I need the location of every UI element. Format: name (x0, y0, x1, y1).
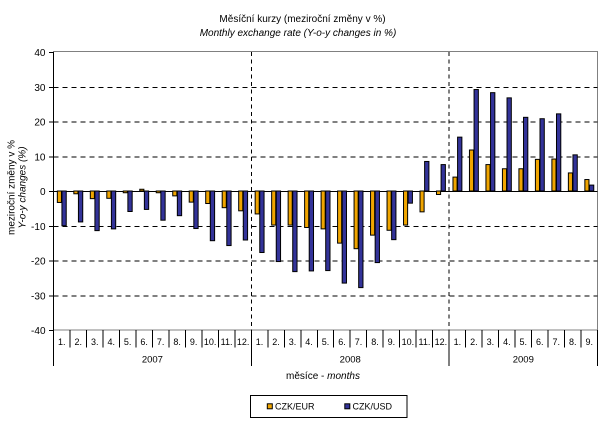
svg-text:30: 30 (34, 83, 46, 94)
svg-text:1.: 1. (58, 337, 66, 347)
svg-text:meziroční změny v %: meziroční změny v % (7, 140, 18, 235)
svg-text:7.: 7. (553, 337, 561, 347)
svg-text:2.: 2. (74, 337, 82, 347)
svg-text:4.: 4. (107, 337, 115, 347)
svg-text:12.: 12. (237, 337, 250, 347)
svg-text:4.: 4. (503, 337, 511, 347)
svg-text:Měsíční kurzy (meziroční změny: Měsíční kurzy (meziroční změny v %) (219, 14, 385, 25)
svg-text:6.: 6. (536, 337, 544, 347)
svg-text:-30: -30 (31, 291, 46, 302)
svg-text:10.: 10. (402, 337, 415, 347)
svg-text:9.: 9. (586, 337, 594, 347)
svg-text:Y-o-y changes (%): Y-o-y changes (%) (18, 146, 29, 228)
svg-text:0: 0 (40, 187, 46, 198)
svg-text:2007: 2007 (142, 355, 163, 366)
svg-text:40: 40 (34, 48, 46, 59)
svg-text:1.: 1. (454, 337, 462, 347)
svg-text:2009: 2009 (513, 355, 534, 366)
svg-text:5.: 5. (520, 337, 528, 347)
svg-text:-40: -40 (31, 326, 46, 337)
svg-text:2.: 2. (272, 337, 280, 347)
svg-text:měsíce - months: měsíce - months (286, 371, 360, 382)
svg-text:9.: 9. (388, 337, 396, 347)
svg-text:5.: 5. (322, 337, 330, 347)
svg-text:-20: -20 (31, 257, 46, 268)
svg-text:7.: 7. (355, 337, 363, 347)
svg-text:10: 10 (34, 152, 46, 163)
svg-text:5.: 5. (124, 337, 132, 347)
svg-text:11.: 11. (418, 337, 430, 347)
svg-text:9.: 9. (190, 337, 198, 347)
svg-text:Monthly exchange rate (Y-o-y c: Monthly exchange rate (Y-o-y changes in … (200, 28, 397, 39)
svg-text:4.: 4. (305, 337, 313, 347)
svg-text:7.: 7. (157, 337, 165, 347)
svg-text:1.: 1. (256, 337, 264, 347)
svg-text:CZK/EUR: CZK/EUR (275, 402, 315, 412)
svg-text:12.: 12. (435, 337, 448, 347)
svg-text:3.: 3. (91, 337, 99, 347)
svg-text:-10: -10 (31, 222, 46, 233)
svg-text:6.: 6. (338, 337, 346, 347)
svg-text:11.: 11. (221, 337, 233, 347)
svg-text:20: 20 (34, 118, 46, 129)
svg-text:2.: 2. (470, 337, 478, 347)
svg-text:CZK/USD: CZK/USD (353, 402, 393, 412)
svg-text:10.: 10. (204, 337, 217, 347)
svg-text:8.: 8. (173, 337, 181, 347)
svg-text:6.: 6. (140, 337, 148, 347)
svg-text:3.: 3. (289, 337, 297, 347)
svg-text:3.: 3. (487, 337, 495, 347)
svg-text:2008: 2008 (340, 355, 361, 366)
svg-text:8.: 8. (569, 337, 577, 347)
svg-text:8.: 8. (371, 337, 379, 347)
